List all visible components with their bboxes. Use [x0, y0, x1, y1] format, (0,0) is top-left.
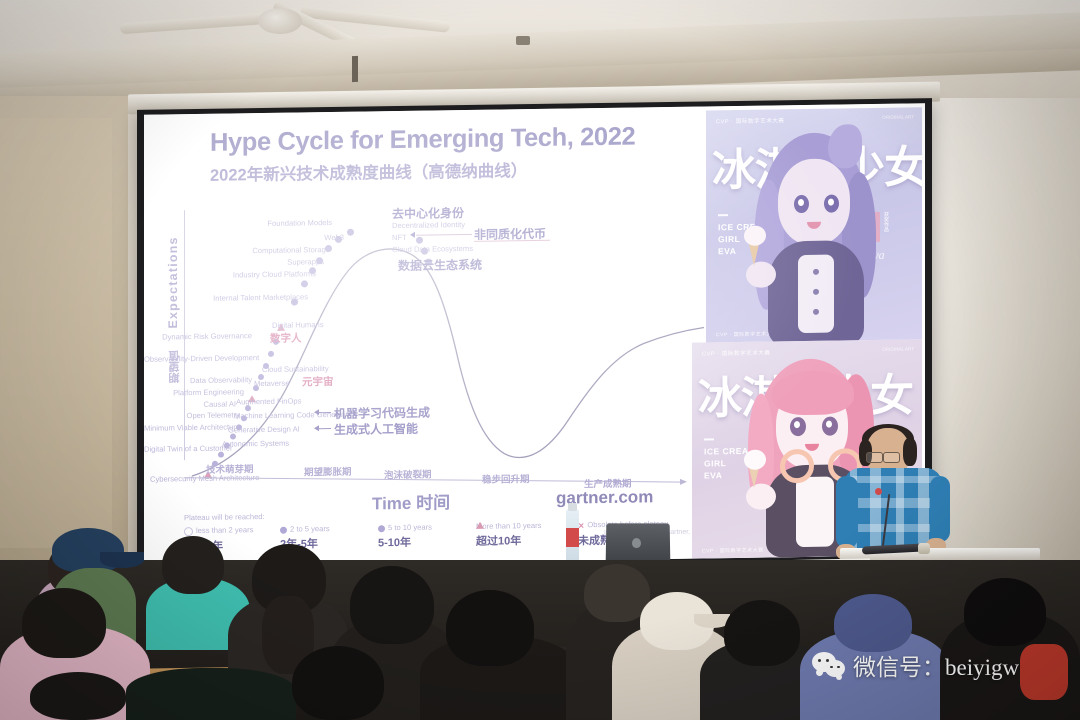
- poster-corner-note: ORIGINAL ART: [882, 114, 914, 120]
- poster-divider: [718, 214, 728, 216]
- legend-title: Plateau will be reached:: [184, 512, 265, 523]
- audience-head: [446, 590, 534, 666]
- hype-cycle-chart: Hype Cycle for Emerging Tech, 2022 2022年…: [144, 106, 704, 566]
- audience-head: [724, 600, 800, 666]
- legend-marker-triangle: [476, 521, 484, 529]
- tech-label: Dynamic Risk Governance: [162, 331, 252, 342]
- phase-label: 技术萌芽期: [206, 464, 254, 476]
- poster-seal-text: 获奖作品: [883, 211, 889, 232]
- slide-title: Hype Cycle for Emerging Tech, 2022: [210, 122, 636, 157]
- left-wall-panel: [0, 118, 112, 548]
- speaker-arm-right: [930, 476, 950, 542]
- phase-label: 稳步回升期: [482, 474, 530, 486]
- tech-label: Open Telemetry: [186, 410, 240, 421]
- speaker-hair-side: [903, 438, 917, 466]
- speaker-glasses: [883, 452, 900, 463]
- wechat-watermark: 微信号：beiyigw: [812, 648, 1019, 682]
- audience-head: [22, 588, 106, 658]
- audience-head: [162, 536, 224, 594]
- audience-head: [834, 594, 912, 652]
- speaker-hair-side: [859, 440, 872, 466]
- ceiling-fan-hub: [258, 8, 302, 34]
- microphone-cap: [918, 543, 930, 554]
- poster-headline: CVP · 国际数字艺术大赛: [716, 118, 785, 126]
- annotation-label-zh: 数字人: [270, 332, 302, 345]
- poster-corner-note: ORIGINAL ART: [882, 346, 914, 352]
- speaker-glasses: [866, 452, 883, 463]
- legend-label-zh: 超过10年: [476, 535, 522, 548]
- annotation-leader-line: [319, 412, 331, 414]
- legend-marker-open-circle: [184, 526, 193, 536]
- poster-en-line: GIRL: [718, 233, 741, 245]
- tech-label: Digital Twin of a Customer: [144, 443, 233, 454]
- tech-label: Platform Engineering: [173, 387, 244, 398]
- wall-hook: [352, 55, 358, 83]
- speaker-mic-clip: [875, 488, 882, 495]
- legend-label-en: More than 10 years: [476, 520, 542, 531]
- poster-en-line: EVA: [718, 246, 737, 257]
- annotation-label-en: Digital Humans: [272, 320, 324, 330]
- legend-label-en: less than 2 years: [196, 525, 254, 536]
- phase-label: 泡沫破裂期: [384, 469, 432, 482]
- laptop-logo-icon: [632, 538, 641, 548]
- tech-label: Autonomic Systems: [222, 438, 290, 449]
- poster-en-line: EVA: [704, 470, 723, 481]
- legend-marker-filled-circle: [378, 524, 385, 532]
- audience-head: [350, 566, 434, 644]
- poster-headline: CVP · 国际数字艺术大赛: [702, 350, 771, 358]
- poster-divider: [704, 438, 714, 440]
- legend-label-zh: 5-10年: [378, 536, 412, 550]
- tech-label: Cloud Sustainability: [262, 364, 329, 375]
- ceiling-fixture: [516, 36, 530, 45]
- legend-item: More than 10 years 超过10年: [476, 521, 541, 549]
- phase-label: 期望膨胀期: [304, 466, 352, 479]
- annotation-arrow-icon: [410, 231, 415, 238]
- data-point-marker: [268, 350, 274, 357]
- audience-head: [584, 564, 650, 622]
- water-bottle-label: [566, 528, 579, 547]
- right-wall-shade: [930, 98, 1080, 598]
- legend-label-en: 2 to 5 years: [290, 524, 330, 534]
- tech-label: Causal AI: [203, 399, 236, 409]
- audience-head: [292, 646, 384, 720]
- wechat-icon: [812, 651, 846, 680]
- legend-item: 5 to 10 years 5-10年: [378, 523, 432, 551]
- audience-cap-brim: [100, 552, 144, 568]
- tech-label: Augmented FinOps: [236, 396, 302, 407]
- poster-en-line: GIRL: [704, 458, 727, 469]
- tech-label: Data Observability: [189, 375, 252, 386]
- legend-label-en: 5 to 10 years: [388, 522, 432, 533]
- data-point-marker: [301, 280, 308, 288]
- audience-head: [964, 578, 1046, 646]
- annotation-label-en: NFT: [392, 232, 407, 243]
- audience-member: [126, 668, 296, 720]
- water-bottle-cap: [568, 503, 577, 511]
- tech-label: Observability-Driven Development: [144, 353, 260, 364]
- tech-label: Generative Design AI: [228, 424, 300, 435]
- annotation-leader-line: [319, 428, 331, 430]
- slide-subtitle: 2022年新兴技术成熟度曲线（高德纳曲线）: [210, 162, 528, 185]
- poster-footer: CVP · 国际数字艺术大赛: [702, 547, 764, 555]
- annotation-label-en: Cloud Data Ecosystems: [392, 243, 474, 255]
- legend-marker-filled-circle: [280, 526, 287, 534]
- wechat-id-text: 微信号：beiyigw: [853, 655, 1020, 680]
- data-point-marker: [347, 228, 354, 236]
- annotation-label-en: Metaverse: [254, 378, 290, 389]
- x-axis-arrow-icon: [680, 478, 687, 485]
- poster-ice-cream-girl-purple: CVP · 国际数字艺术大赛 ORIGINAL ART 冰淇淋少女 ICE CR…: [706, 107, 922, 343]
- annotation-label-zh: 数据云生态系统: [398, 257, 483, 274]
- audience-cap-brim: [694, 614, 730, 628]
- audience-clothing: [1020, 644, 1068, 700]
- slide: Hype Cycle for Emerging Tech, 2022 2022年…: [144, 103, 925, 567]
- audience-head: [30, 672, 126, 720]
- projector-screen: Hype Cycle for Emerging Tech, 2022 2022年…: [144, 103, 925, 567]
- annotation-label-zh: 生成式人工智能: [334, 421, 419, 437]
- speaker-arm-left: [836, 476, 858, 548]
- right-wall: [930, 98, 1080, 598]
- tech-label: Minimum Viable Architecture: [144, 422, 241, 433]
- x-axis-title: Time 时间: [372, 493, 451, 514]
- annotation-label-en: Decentralized Identity: [392, 220, 466, 231]
- annotation-label-zh: 元宇宙: [302, 375, 334, 389]
